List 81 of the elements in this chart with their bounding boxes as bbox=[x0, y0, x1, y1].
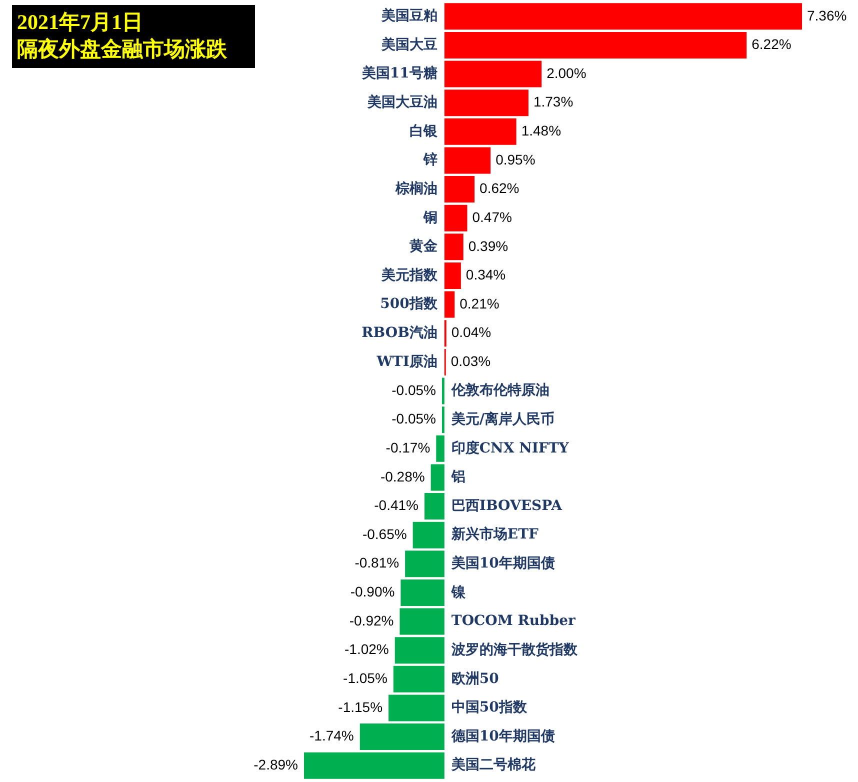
data-label: 1.48% bbox=[521, 122, 562, 139]
y-tick-label: 美国大豆 bbox=[380, 36, 438, 53]
y-tick-label: RBOB汽油 bbox=[362, 325, 438, 342]
y-tick-label: 美国11号糖 bbox=[360, 64, 438, 82]
y-tick-label: 波罗的海干散货指数 bbox=[450, 642, 578, 658]
data-label: -1.05% bbox=[343, 670, 388, 686]
y-tick-label: 美国10年期国债 bbox=[450, 554, 555, 572]
data-label: 0.34% bbox=[466, 266, 506, 283]
bar bbox=[436, 435, 444, 462]
y-tick-label: 伦敦布伦特原油 bbox=[450, 382, 550, 399]
y-tick-label: 中国50指数 bbox=[451, 700, 528, 716]
bar bbox=[444, 234, 464, 260]
data-label: -0.92% bbox=[349, 612, 394, 628]
data-label: 0.04% bbox=[451, 324, 492, 340]
bar bbox=[444, 147, 491, 174]
bar bbox=[444, 204, 468, 232]
data-label: -1.02% bbox=[344, 641, 389, 658]
bar bbox=[424, 493, 444, 520]
y-tick-label: 印度CNX NIFTY bbox=[451, 439, 570, 456]
bar bbox=[444, 118, 516, 145]
data-label: -2.89% bbox=[254, 756, 298, 772]
data-label: -0.65% bbox=[362, 526, 407, 542]
bar bbox=[400, 579, 444, 606]
y-tick-label: 白银 bbox=[409, 123, 438, 140]
data-label: 0.03% bbox=[450, 353, 491, 370]
data-label: -1.74% bbox=[310, 728, 354, 744]
data-label: -0.90% bbox=[350, 584, 395, 600]
bar bbox=[444, 291, 455, 318]
data-label: 1.73% bbox=[533, 94, 574, 110]
bar bbox=[444, 3, 802, 30]
bar bbox=[444, 262, 461, 289]
y-tick-label: 美元指数 bbox=[380, 266, 438, 284]
y-tick-label: 黄金 bbox=[408, 238, 438, 255]
y-tick-label: 锌 bbox=[422, 152, 438, 168]
y-tick-label: 铝 bbox=[450, 469, 466, 486]
bar bbox=[388, 694, 444, 722]
data-label: 0.21% bbox=[460, 295, 500, 312]
bar bbox=[442, 406, 444, 434]
y-tick-label: 美国豆粕 bbox=[380, 7, 438, 24]
y-tick-label: 铜 bbox=[422, 210, 438, 226]
bar bbox=[444, 176, 475, 203]
bar bbox=[444, 90, 528, 116]
data-label: -0.41% bbox=[374, 497, 418, 514]
y-tick-label: 美国大豆油 bbox=[366, 93, 438, 110]
y-tick-label: 欧洲50 bbox=[451, 670, 500, 687]
text: 隔夜外盘金融市场涨跌 bbox=[17, 36, 228, 63]
data-label: -0.17% bbox=[386, 439, 430, 456]
y-tick-label: WTI原油 bbox=[376, 354, 438, 370]
data-label: 0.62% bbox=[480, 180, 520, 196]
bar bbox=[444, 60, 542, 88]
y-tick-label: 巴西IBOVESPA bbox=[451, 498, 564, 514]
data-label: -0.05% bbox=[392, 410, 436, 427]
data-label: 7.36% bbox=[807, 7, 847, 24]
bar bbox=[304, 752, 444, 779]
bar bbox=[444, 32, 747, 58]
y-tick-label: 美国二号棉花 bbox=[450, 756, 536, 774]
y-tick-label: TOCOM Rubber bbox=[451, 613, 576, 630]
bar bbox=[360, 724, 444, 750]
data-label: 2.00% bbox=[546, 64, 586, 81]
bar bbox=[400, 608, 444, 635]
bar bbox=[394, 637, 444, 664]
data-label: -0.28% bbox=[380, 468, 425, 484]
y-tick-label: 镍 bbox=[450, 584, 466, 600]
data-label: -0.05% bbox=[392, 382, 436, 398]
data-label: 6.22% bbox=[752, 36, 792, 52]
y-tick-label: 棕榈油 bbox=[394, 180, 438, 197]
y-tick-label: 500指数 bbox=[380, 296, 438, 312]
data-label: -0.81% bbox=[354, 554, 400, 571]
data-label: 0.39% bbox=[468, 238, 508, 254]
text: 2021年7月1日 bbox=[17, 9, 144, 36]
bar bbox=[405, 550, 444, 578]
y-tick-label: 美元/离岸人民币 bbox=[450, 410, 555, 428]
y-tick-label: 新兴市场ETF bbox=[450, 526, 538, 543]
bar bbox=[412, 522, 444, 548]
bar bbox=[393, 666, 444, 692]
data-label: 0.47% bbox=[472, 208, 512, 225]
bar bbox=[430, 464, 444, 491]
data-label: 0.95% bbox=[496, 151, 536, 168]
data-label: -1.15% bbox=[338, 698, 383, 715]
y-tick-label: 德国10年期国债 bbox=[450, 728, 555, 744]
bar bbox=[442, 378, 444, 404]
